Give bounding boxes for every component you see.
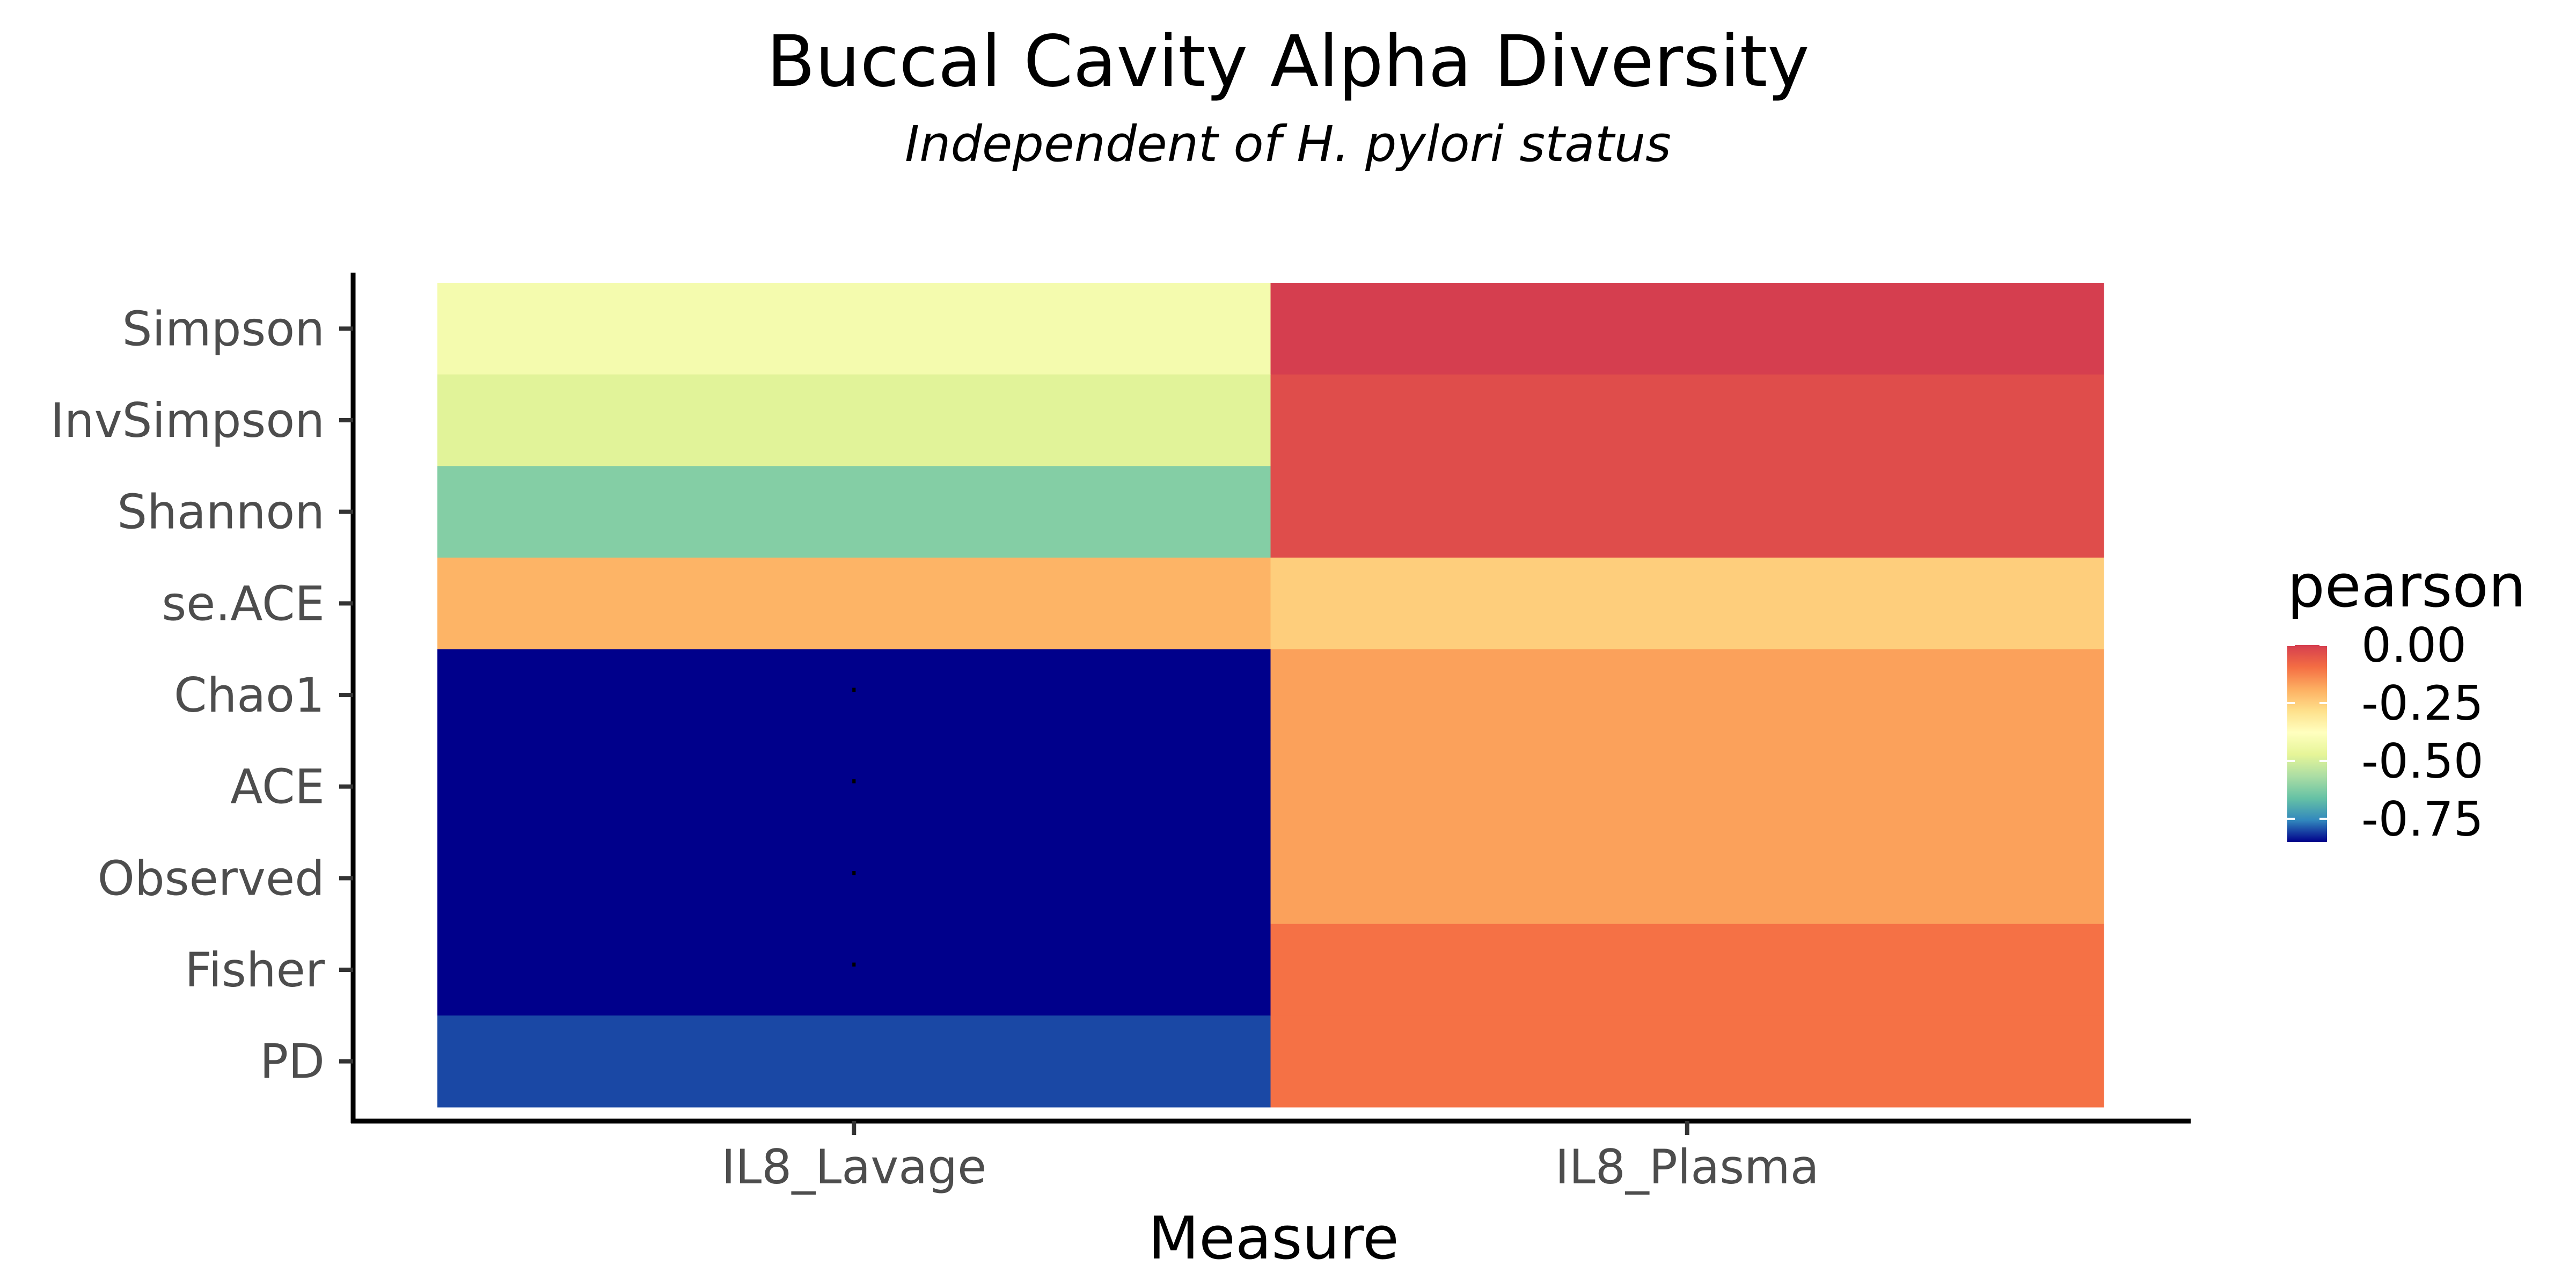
x-axis-title: Measure (1148, 1204, 1399, 1272)
y-tick-label: Chao1 (174, 668, 325, 723)
axes (350, 273, 2191, 1124)
significance-mark: . (849, 662, 859, 700)
legend-tick-label: -0.50 (2361, 734, 2484, 789)
chart-subtitle: Independent of H. pylori status (905, 115, 1671, 173)
x-axis-ticks: IL8_Lavage IL8_Plasma (721, 1121, 1819, 1195)
legend-colorbar (2287, 645, 2327, 842)
significance-mark: . (849, 845, 859, 883)
legend-tick-label: 0.00 (2361, 618, 2467, 673)
y-tick-label: Fisher (185, 942, 325, 998)
legend-title: pearson (2287, 552, 2526, 620)
heatmap-cell (1270, 741, 2104, 833)
y-tick-label: PD (260, 1034, 325, 1089)
heatmap-cell (1270, 283, 2104, 375)
heatmap-cell (1270, 558, 2104, 650)
heatmap-cell (437, 741, 1271, 833)
y-axis-ticks: Simpson InvSimpson Shannon se.ACE Chao1 ACE Ob… (50, 301, 353, 1089)
heatmap-cell (1270, 924, 2104, 1016)
heatmap-cell (1270, 466, 2104, 558)
legend-tick-label: -0.75 (2361, 792, 2484, 847)
heatmap-cell (437, 924, 1271, 1016)
legend: pearson 0.00-0.25-0.50-0.75 (2287, 552, 2526, 847)
chart-title: Buccal Cavity Alpha Diversity (766, 20, 1809, 103)
y-tick-label: ACE (230, 759, 325, 815)
significance-mark: . (849, 937, 859, 975)
legend-ticks: 0.00-0.25-0.50-0.75 (2287, 618, 2484, 847)
legend-tick-label: -0.25 (2361, 676, 2484, 731)
x-tick-label: IL8_Lavage (721, 1139, 986, 1195)
significance-marks: .... (849, 662, 859, 975)
y-tick-label: Simpson (122, 301, 325, 356)
heatmap-cell (437, 374, 1271, 466)
heatmap-cell (1270, 374, 2104, 466)
heatmap-cell (1270, 649, 2104, 741)
heatmap-cell (437, 1015, 1271, 1108)
y-tick-label: InvSimpson (50, 393, 325, 448)
y-tick-label: Observed (98, 851, 325, 906)
y-tick-label: se.ACE (162, 576, 325, 631)
heatmap-cell (437, 649, 1271, 741)
significance-mark: . (849, 754, 859, 792)
x-tick-label: IL8_Plasma (1555, 1139, 1819, 1195)
heatmap-cell (1270, 1015, 2104, 1108)
heatmap-cell (437, 283, 1271, 375)
heatmap-cell (437, 558, 1271, 650)
y-tick-label: Shannon (117, 485, 325, 540)
heatmap-cell (437, 466, 1271, 558)
heatmap-cell (1270, 832, 2104, 925)
heatmap-cell (437, 832, 1271, 925)
heatmap-cells (437, 283, 2104, 1108)
